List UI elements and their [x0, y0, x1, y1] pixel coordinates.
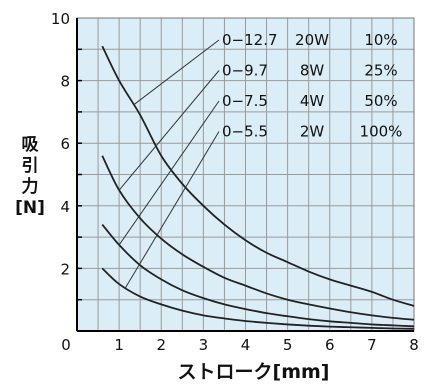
leader-line-3	[118, 100, 220, 246]
x-tick-label: 6	[325, 336, 335, 354]
y-axis-label-part: [N]	[15, 198, 45, 218]
y-tick-labels: 2 4 6 8 10	[51, 10, 70, 278]
y-tick-label: 10	[51, 10, 70, 28]
x-tick-label: 3	[199, 336, 209, 354]
series-line-4	[101, 267, 415, 330]
legend-duty: 100%	[360, 123, 403, 141]
x-tick-label: 8	[409, 336, 419, 354]
legend-duty: 10%	[364, 31, 397, 49]
y-tick-label: 8	[60, 73, 70, 91]
legend: 0−12.7 20W 10% 0−9.7 8W 25% 0−7.5 4W 50% 0−5.5 2W 1…	[222, 31, 402, 141]
x-tick-labels: 0 1 2 3 4 5 6 7 8	[61, 336, 419, 354]
axes	[76, 17, 415, 332]
x-tick-label: 0	[61, 336, 71, 354]
legend-leader-lines	[118, 39, 220, 289]
legend-duty: 25%	[364, 62, 397, 80]
legend-duty: 50%	[364, 92, 397, 110]
legend-range: 0−7.5	[222, 92, 268, 110]
legend-entry-2: 0−9.7 8W 25%	[222, 62, 398, 80]
legend-range: 0−9.7	[222, 62, 268, 80]
x-tick-label: 2	[156, 336, 166, 354]
x-axis-label: ストローク[mm]	[178, 361, 330, 383]
y-tick-label: 4	[60, 198, 70, 216]
x-tick-label: 5	[283, 336, 293, 354]
legend-power: 8W	[300, 62, 325, 80]
x-tick-label: 7	[367, 336, 377, 354]
y-axis-label-part: 吸	[22, 135, 40, 155]
legend-range: 0−12.7	[222, 31, 278, 49]
legend-entry-4: 0−5.5 2W 100%	[222, 123, 402, 141]
series-line-1	[101, 45, 415, 307]
legend-power: 4W	[300, 92, 325, 110]
series-line-3	[101, 224, 415, 328]
legend-entry-1: 0−12.7 20W 10%	[222, 31, 398, 49]
legend-entry-3: 0−7.5 4W 50%	[222, 92, 398, 110]
y-axis-label-part: 力	[22, 176, 39, 197]
series-line-2	[101, 155, 415, 321]
series-curves	[101, 45, 415, 330]
leader-line-2	[118, 70, 220, 191]
grid	[77, 18, 414, 331]
y-tick-label: 6	[60, 135, 70, 153]
x-tick-label: 4	[241, 336, 251, 354]
legend-power: 2W	[300, 123, 325, 141]
legend-range: 0−5.5	[222, 123, 268, 141]
y-axis-label-part: 引	[22, 156, 39, 176]
legend-power: 20W	[295, 31, 329, 49]
y-axis-label: 吸引力[N]	[15, 135, 45, 218]
leader-line-1	[133, 39, 220, 106]
y-tick-label: 2	[60, 260, 70, 278]
leader-line-4	[125, 131, 220, 289]
x-tick-label: 1	[114, 336, 124, 354]
